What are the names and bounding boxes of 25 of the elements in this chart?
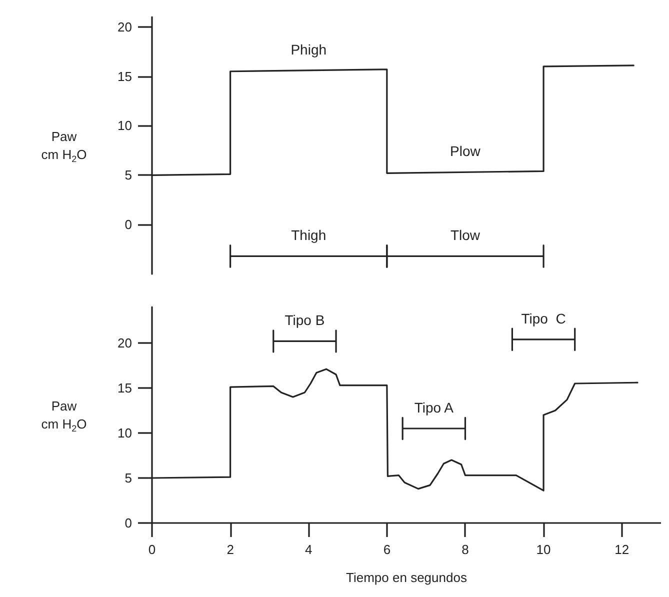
annotation: Phigh	[290, 41, 327, 58]
y-tick-label: 10	[118, 426, 132, 440]
y-tick-label: 5	[124, 470, 132, 486]
x-axis-title: Tiempo en segundos	[346, 570, 468, 585]
x-tick-label: 10	[536, 542, 551, 557]
x-tick-label: 8	[462, 542, 469, 557]
y-tick-label: 15	[118, 68, 132, 84]
annotation: Thigh	[291, 227, 326, 244]
x-tick-label: 12	[614, 542, 630, 557]
annotation: Tlow	[450, 227, 481, 244]
annotation: Tipo A	[414, 400, 454, 416]
x-tick-label: 2	[226, 542, 234, 557]
annotation: Tipo B	[284, 312, 325, 328]
y-tick-label: 15	[118, 380, 132, 396]
y-tick-label: 0	[124, 516, 132, 530]
y-tick-label: 0	[124, 217, 132, 232]
annotation: Plow	[450, 143, 482, 160]
y-tick-label: 5	[124, 168, 132, 183]
annotation: Tipo C	[521, 310, 566, 326]
x-tick-label: 0	[148, 542, 156, 557]
x-tick-label: 4	[305, 542, 312, 557]
y-tick-label: 10	[118, 118, 132, 134]
y-tick-label: 20	[118, 19, 132, 34]
x-tick-label: 6	[383, 542, 391, 557]
y-tick-label: 20	[118, 336, 132, 350]
